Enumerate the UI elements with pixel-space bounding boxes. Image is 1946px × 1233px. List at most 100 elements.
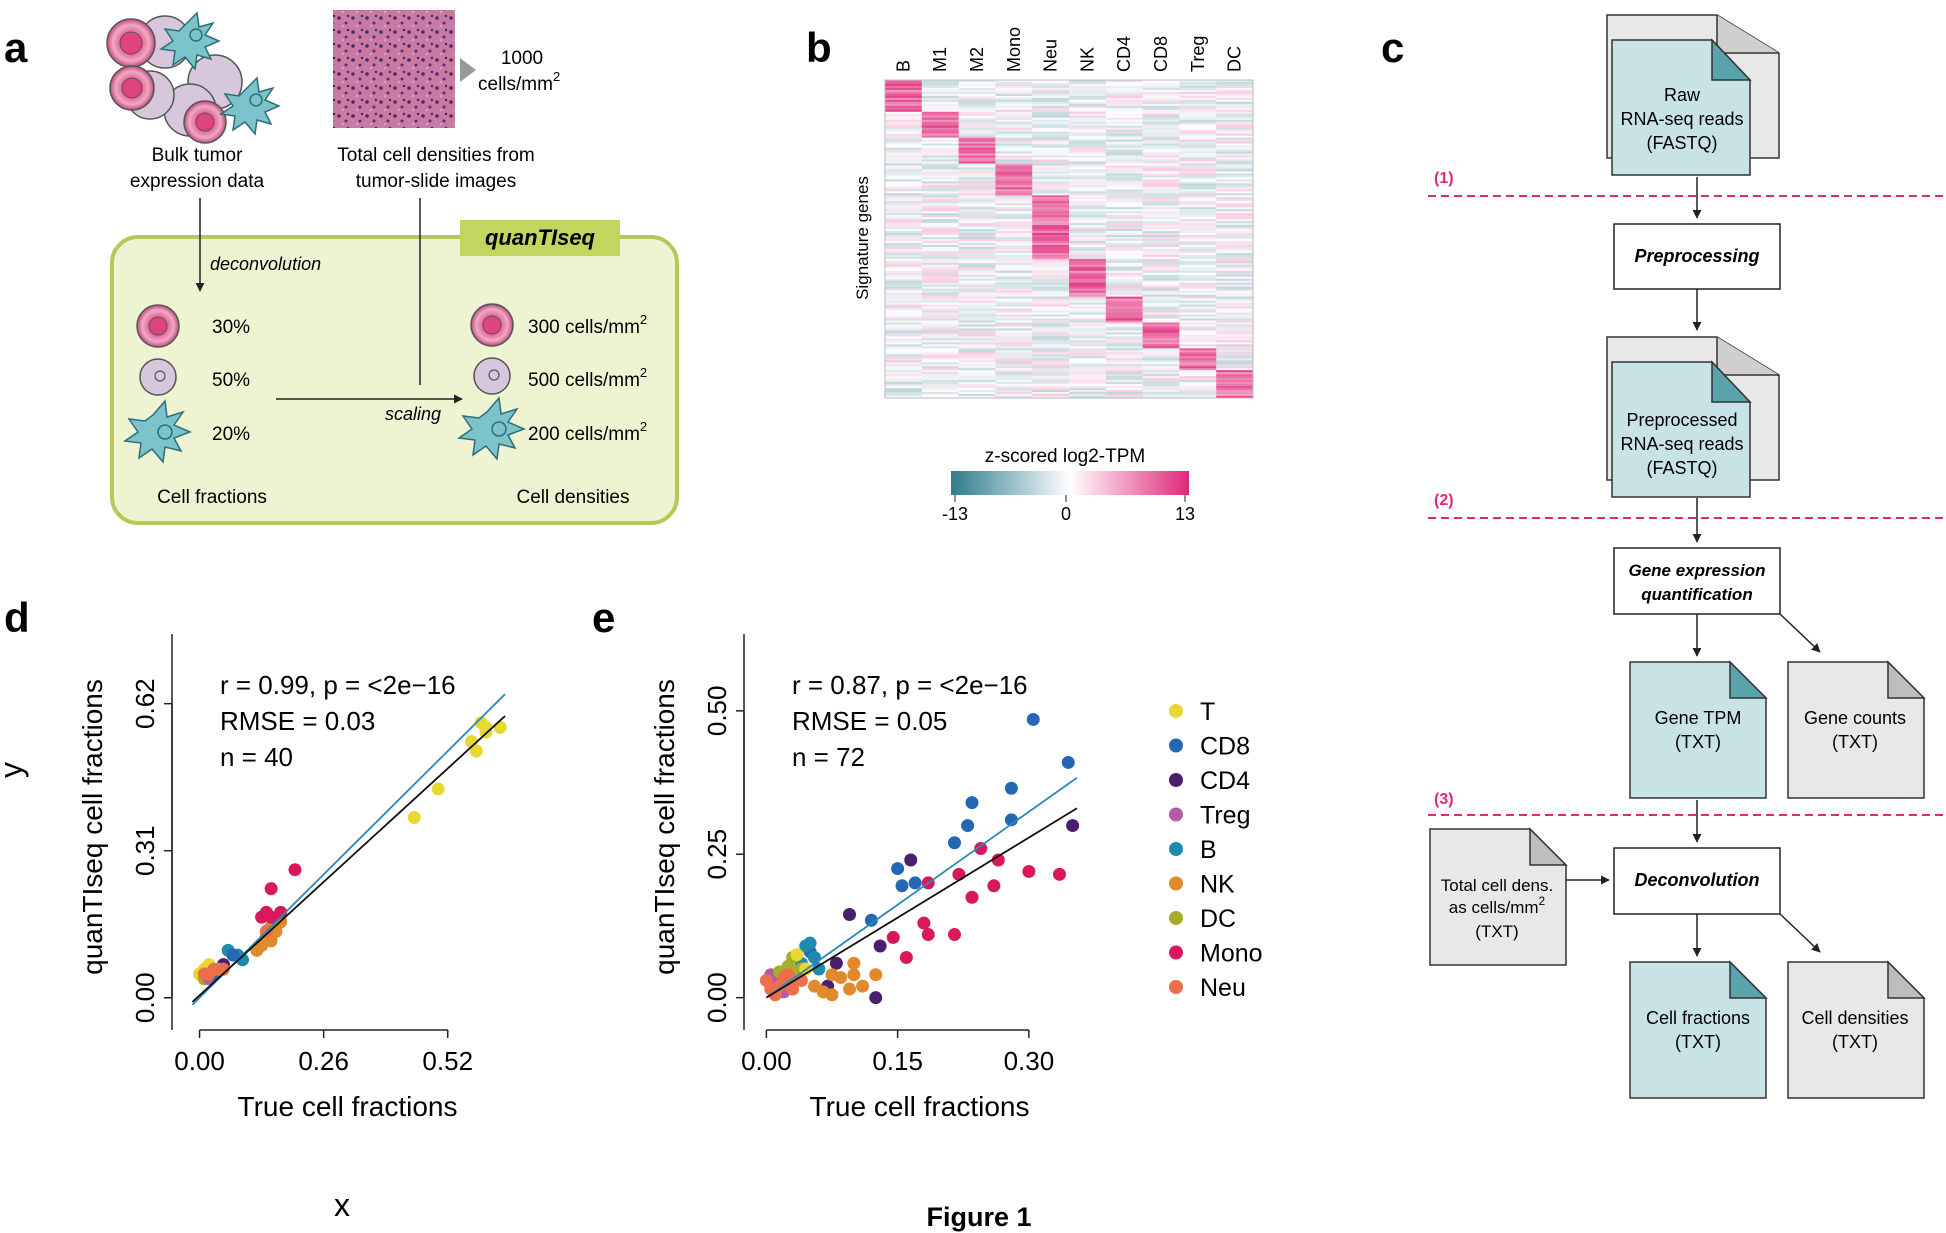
data-point bbox=[904, 853, 918, 867]
heatmap-cell bbox=[1216, 125, 1254, 129]
heatmap-cell bbox=[958, 338, 996, 341]
heatmap-cell bbox=[958, 346, 996, 349]
heatmap-cell bbox=[1032, 264, 1070, 268]
heatmap-cell bbox=[1142, 304, 1180, 307]
heatmap-cell bbox=[995, 211, 1033, 214]
heatmap-cell bbox=[1069, 244, 1107, 248]
heatmap-cell bbox=[1032, 352, 1070, 355]
heatmap-cell bbox=[885, 248, 923, 252]
heatmap-cell bbox=[885, 221, 923, 224]
legend-label: NK bbox=[1200, 871, 1235, 899]
heatmap-cell bbox=[885, 195, 923, 198]
pink-cell-icon bbox=[136, 304, 180, 348]
heatmap-cell bbox=[1216, 175, 1254, 178]
heatmap-cell bbox=[995, 390, 1033, 393]
heatmap-cell bbox=[1179, 117, 1217, 121]
heatmap-cell bbox=[921, 370, 959, 373]
heatmap-cell bbox=[1032, 362, 1070, 365]
heatmap-cell bbox=[1142, 388, 1180, 391]
heatmap-cell bbox=[1179, 153, 1217, 156]
heatmap-cell bbox=[885, 324, 923, 327]
gene-counts-line-1: Gene counts bbox=[1804, 708, 1906, 728]
fraction-purple: 50% bbox=[212, 370, 250, 391]
heatmap-cell bbox=[1032, 223, 1070, 226]
heatmap-cell bbox=[958, 240, 996, 244]
heatmap-cell bbox=[1179, 256, 1217, 260]
data-point bbox=[829, 956, 843, 970]
heatmap-cell bbox=[885, 360, 923, 363]
heatmap-cell bbox=[995, 360, 1033, 363]
heatmap-cell bbox=[1105, 252, 1143, 256]
heatmap-cell bbox=[1216, 338, 1254, 341]
heatmap-cell bbox=[958, 223, 996, 226]
heatmap-cell bbox=[921, 183, 959, 186]
heatmap-cell bbox=[1105, 137, 1143, 141]
data-point bbox=[864, 913, 878, 927]
heatmap-cell bbox=[921, 294, 959, 298]
heatmap-cell bbox=[1069, 175, 1107, 178]
heatmap-cell bbox=[1069, 316, 1107, 319]
heatmap-cell bbox=[921, 282, 959, 286]
heatmap-cell bbox=[921, 256, 959, 260]
heatmap-cell bbox=[1142, 223, 1180, 226]
heatmap-cell bbox=[1032, 239, 1070, 242]
heatmap-column-label: Treg bbox=[1188, 36, 1208, 72]
svg-text:300 cells/mm2: 300 cells/mm2 bbox=[528, 312, 647, 338]
heatmap-cell bbox=[958, 394, 996, 397]
heatmap-cell bbox=[1142, 326, 1180, 329]
heatmap-cell bbox=[958, 231, 996, 234]
heatmap-cell bbox=[995, 175, 1033, 178]
heatmap-cell bbox=[885, 352, 923, 355]
heatmap-cell bbox=[885, 344, 923, 347]
heatmap-cell bbox=[958, 272, 996, 276]
heatmap-cell bbox=[1179, 103, 1217, 107]
heatmap-cell bbox=[1069, 320, 1107, 323]
heatmap-cell bbox=[1069, 342, 1107, 345]
heatmap-cell bbox=[1032, 384, 1070, 387]
heatmap-frame bbox=[884, 79, 1254, 399]
heatmap-cell bbox=[958, 262, 996, 266]
heatmap-cell bbox=[885, 143, 923, 146]
heatmap-cell bbox=[1105, 342, 1143, 345]
density-teal: 200 cells/mm bbox=[528, 424, 640, 445]
heatmap-cell bbox=[921, 242, 959, 246]
heatmap-cell bbox=[1105, 231, 1143, 234]
heatmap-cell bbox=[1069, 272, 1107, 276]
heatmap-cell bbox=[995, 117, 1033, 121]
heatmap-cell bbox=[995, 310, 1033, 313]
heatmap-cell bbox=[995, 262, 1033, 266]
heatmap-cell bbox=[958, 145, 996, 148]
heatmap-cell bbox=[1069, 205, 1107, 208]
heatmap-cell bbox=[1179, 362, 1217, 365]
heatmap-cell bbox=[1142, 197, 1180, 200]
heatmap-cell bbox=[1105, 211, 1143, 214]
heatmap-cell bbox=[995, 147, 1033, 150]
heatmap-cell bbox=[1142, 81, 1180, 85]
heatmap-cell bbox=[885, 117, 923, 121]
heatmap-cell bbox=[1179, 346, 1217, 349]
heatmap-cell bbox=[1179, 113, 1217, 117]
heatmap-cell bbox=[1142, 290, 1180, 294]
heatmap-cell bbox=[1179, 314, 1217, 317]
heatmap-cell bbox=[995, 280, 1033, 284]
heatmap-cell bbox=[885, 296, 923, 300]
heatmap-cell bbox=[1032, 282, 1070, 286]
heatmap-cell bbox=[958, 155, 996, 158]
heatmap-cell bbox=[1069, 117, 1107, 121]
heatmap-cell bbox=[995, 342, 1033, 345]
heatmap-cell bbox=[1069, 217, 1107, 220]
heatmap-cell bbox=[958, 298, 996, 302]
heatmap-cell bbox=[1105, 101, 1143, 105]
heatmap-cell bbox=[921, 189, 959, 192]
heatmap-cell bbox=[1105, 125, 1143, 129]
heatmap-cell bbox=[1069, 145, 1107, 148]
heatmap-cell bbox=[885, 382, 923, 385]
heatmap-cell bbox=[885, 348, 923, 351]
heatmap-cell bbox=[995, 229, 1033, 232]
heatmap-cell bbox=[1105, 376, 1143, 379]
step-2-label: (2) bbox=[1434, 492, 1454, 509]
heatmap-cell bbox=[1105, 129, 1143, 133]
heatmap-cell bbox=[995, 260, 1033, 264]
heatmap-cell bbox=[958, 213, 996, 216]
cell-densities-label: Cell densities bbox=[517, 487, 630, 508]
